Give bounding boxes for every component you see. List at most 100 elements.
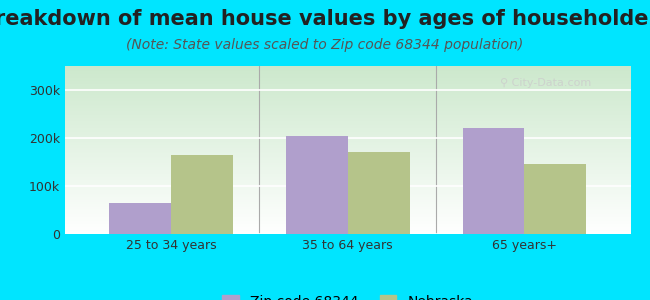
Bar [65,147,630,148]
Bar [65,83,630,85]
Bar [65,105,630,106]
Bar [65,73,630,74]
Bar [65,160,630,162]
Bar [65,115,630,116]
Bar [65,106,630,108]
Bar [65,212,630,214]
Bar [65,138,630,140]
Bar [65,93,630,94]
Bar [65,150,630,152]
Bar [65,69,630,71]
Bar [65,89,630,91]
Bar [65,214,630,215]
Bar [65,182,630,184]
Bar [65,143,630,145]
Bar [65,118,630,120]
Bar [65,217,630,219]
Bar [65,120,630,122]
Bar [65,68,630,69]
Bar [65,135,630,136]
Bar [65,145,630,147]
Bar [65,74,630,76]
Bar [65,169,630,170]
Bar [65,152,630,153]
Bar [65,224,630,226]
Text: Breakdown of mean house values by ages of householders: Breakdown of mean house values by ages o… [0,9,650,29]
Bar [65,164,630,165]
Bar [65,113,630,115]
Bar [65,227,630,229]
Bar [65,116,630,118]
Bar [65,100,630,101]
Bar [65,153,630,155]
Bar [65,103,630,105]
Bar [65,219,630,220]
Bar [65,81,630,83]
Text: (Note: State values scaled to Zip code 68344 population): (Note: State values scaled to Zip code 6… [126,38,524,52]
Legend: Zip code 68344, Nebraska: Zip code 68344, Nebraska [217,289,478,300]
Bar [65,142,630,143]
Bar [65,187,630,189]
Bar [65,192,630,194]
Bar [65,128,630,130]
Bar [65,226,630,227]
Bar [65,211,630,212]
Bar [65,76,630,78]
Bar [65,111,630,113]
Bar [65,220,630,222]
Text: ⚲ City-Data.com: ⚲ City-Data.com [500,78,592,88]
Bar [65,125,630,127]
Bar [65,127,630,128]
Bar [65,136,630,138]
Bar [65,172,630,173]
Bar [65,110,630,111]
Bar [65,200,630,202]
Bar [109,203,171,234]
Bar [65,178,630,180]
Bar [65,199,630,200]
Bar [65,202,630,204]
Bar [65,158,630,160]
Bar [65,155,630,157]
Bar [65,195,630,197]
Bar [65,148,630,150]
Bar [65,173,630,175]
Bar [65,131,630,133]
Bar [65,101,630,103]
Bar [65,197,630,199]
Bar [65,222,630,224]
Bar [525,164,586,234]
Bar [65,231,630,232]
Bar [65,86,630,88]
Bar [65,167,630,169]
Bar [65,91,630,93]
Bar [65,130,630,131]
Bar [65,175,630,177]
Bar [65,98,630,100]
Bar [65,165,630,167]
Bar [65,96,630,98]
Bar [171,155,233,234]
Bar [65,157,630,158]
Bar [65,190,630,192]
Bar [65,180,630,182]
Bar [348,152,410,234]
Bar [65,194,630,195]
Bar [65,162,630,164]
Bar [65,177,630,178]
Bar [65,206,630,207]
Bar [65,88,630,89]
Bar [65,207,630,209]
Bar [65,133,630,135]
Bar [463,128,525,234]
Bar [65,80,630,81]
Bar [65,66,630,68]
Bar [65,71,630,73]
Bar [65,189,630,190]
Bar [65,85,630,86]
Bar [65,232,630,234]
Bar [65,170,630,172]
Bar [65,209,630,211]
Bar [65,215,630,217]
Bar [65,140,630,142]
